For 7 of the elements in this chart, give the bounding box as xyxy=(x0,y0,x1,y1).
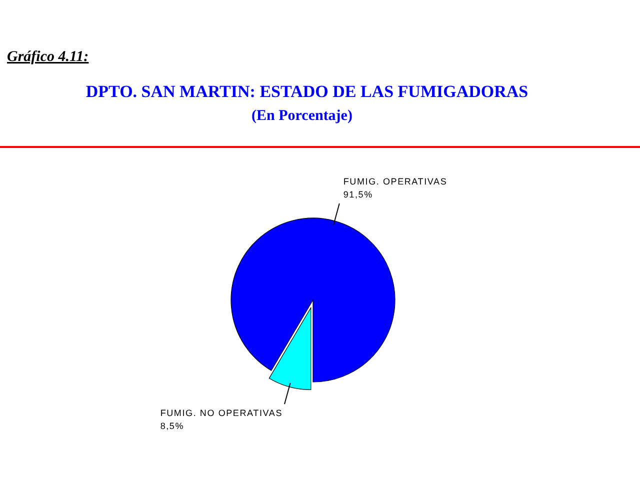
data-label: 91,5% xyxy=(343,190,373,200)
slice-label: FUMIG. NO OPERATIVAS xyxy=(160,408,282,418)
text: Gráfico 4.11: xyxy=(7,49,89,65)
data-label: 8,5% xyxy=(160,421,184,432)
slice-label: FUMIG. OPERATIVAS xyxy=(343,176,448,187)
chart-subtitle: (En Porcentaje) xyxy=(252,108,352,124)
chart-title: DPTO. SAN MARTIN: ESTADO DE LAS FUMIGADORAS xyxy=(86,82,528,101)
